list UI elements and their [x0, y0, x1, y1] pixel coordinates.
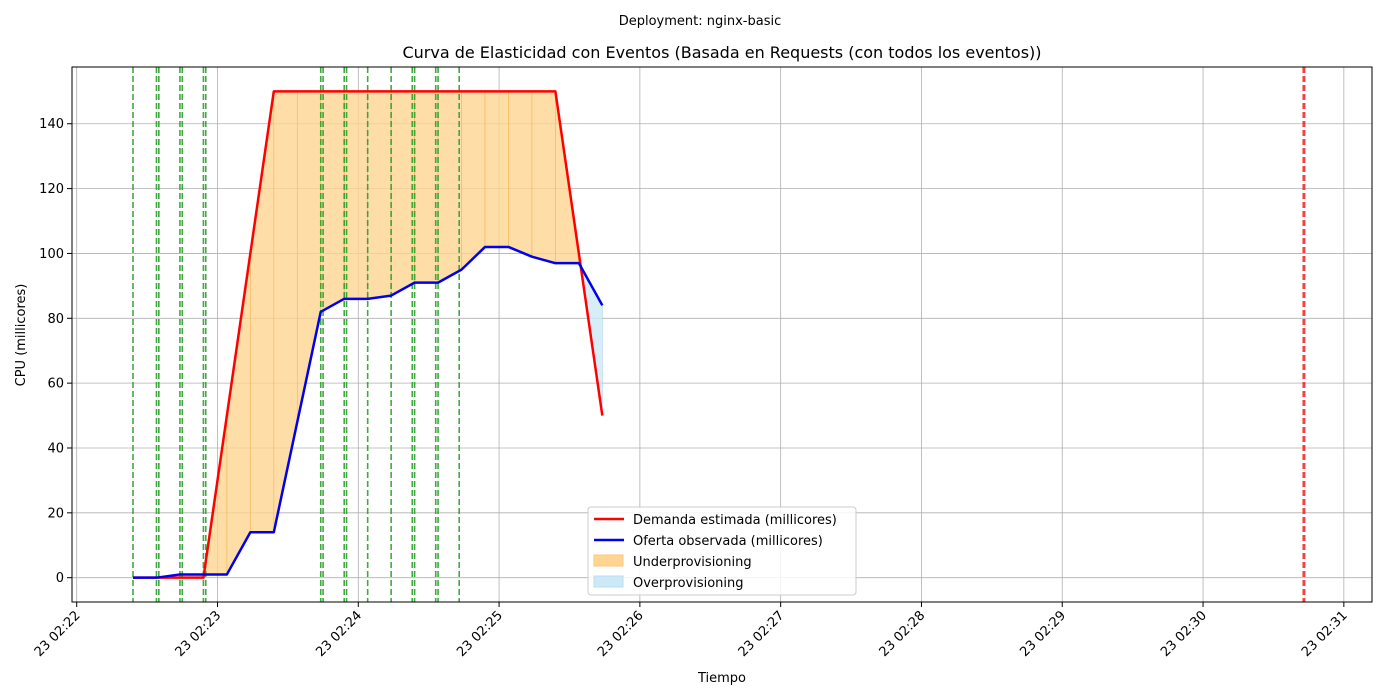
y-tick-label: 100 [39, 247, 64, 262]
y-tick-label: 20 [47, 506, 64, 521]
legend-under-swatch [593, 554, 624, 567]
y-axis-ticks: 0 20 40 60 80 100 120 140 [39, 117, 72, 586]
underprovisioning-fill [484, 91, 509, 248]
legend-over-label: Overprovisioning [633, 576, 744, 591]
underprovisioning-fill [320, 91, 345, 313]
x-tick-label: 23 02:23 [173, 608, 225, 660]
underprovisioning-fill [508, 91, 533, 258]
legend-demand-label: Demanda estimada (millicores) [633, 513, 837, 528]
y-tick-label: 140 [39, 117, 64, 132]
legend-over-swatch [593, 575, 624, 588]
chart-suptitle: Deployment: nginx-basic [619, 14, 782, 29]
underprovisioning-fill [226, 253, 251, 576]
underprovisioning-fill [273, 91, 298, 533]
y-tick-label: 0 [56, 571, 64, 586]
demand-line [133, 90, 604, 579]
supply-line [133, 245, 604, 579]
x-tick-label: 23 02:30 [1158, 608, 1210, 660]
series-lines [133, 90, 604, 579]
grid [72, 67, 1372, 602]
x-tick-label: 23 02:25 [454, 608, 506, 660]
x-tick-label: 23 02:27 [736, 608, 788, 660]
x-axis-ticks: 23 02:22 23 02:23 23 02:24 23 02:25 23 02:26… [32, 602, 1351, 660]
chart-title: Curva de Elasticidad con Eventos (Basada… [402, 43, 1041, 62]
x-tick-label: 23 02:26 [595, 608, 647, 660]
underprovisioning-fill [414, 91, 439, 283]
legend: Demanda estimada (millicores) Oferta obs… [587, 506, 857, 596]
x-tick-label: 23 02:29 [1017, 608, 1069, 660]
x-tick-label: 23 02:31 [1299, 608, 1351, 660]
plot-frame [71, 66, 1373, 603]
underprovisioning-fill [343, 91, 368, 300]
legend-box [587, 506, 857, 596]
y-tick-label: 120 [39, 182, 64, 197]
y-tick-label: 80 [47, 312, 64, 327]
y-tick-label: 40 [47, 441, 64, 456]
underprovisioning-fill [390, 91, 415, 297]
y-axis-label: CPU (millicores) [14, 284, 29, 387]
legend-under-label: Underprovisioning [633, 555, 752, 570]
event-lines [132, 67, 1306, 602]
plot-area [71, 66, 1373, 603]
underprovisioning-fill [531, 91, 556, 264]
fill-regions [133, 91, 603, 578]
underprovisioning-fill [461, 91, 486, 271]
underprovisioning-fill [250, 91, 275, 533]
x-tick-label: 23 02:28 [877, 608, 929, 660]
x-tick-label: 23 02:24 [313, 608, 365, 660]
y-tick-label: 60 [47, 377, 64, 392]
x-axis-label: Tiempo [697, 671, 746, 686]
underprovisioning-fill [367, 91, 392, 300]
legend-supply-label: Oferta observada (millicores) [633, 534, 823, 549]
underprovisioning-fill [437, 91, 462, 284]
x-tick-label: 23 02:22 [32, 608, 84, 660]
